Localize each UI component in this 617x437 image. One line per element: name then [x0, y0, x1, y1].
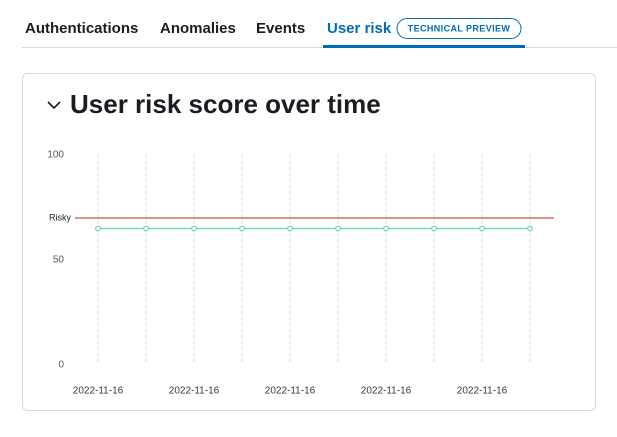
- point: [335, 225, 341, 232]
- x-tick-label: 2022-11-16: [169, 386, 220, 397]
- x-tick-label: 2022-11-16: [73, 386, 124, 397]
- threshold-label: Risky: [49, 212, 71, 222]
- point: [95, 225, 101, 232]
- point: [143, 225, 149, 232]
- point: [239, 225, 245, 232]
- tab-underline: [323, 45, 525, 48]
- point: [431, 225, 437, 232]
- point: [479, 225, 485, 232]
- tab-active[interactable]: User risk: [327, 20, 392, 37]
- point: [287, 225, 293, 232]
- point: [527, 225, 533, 232]
- y-tick-label: 0: [58, 360, 64, 371]
- collapse-toggle[interactable]: [47, 101, 61, 110]
- x-tick-label: 2022-11-16: [265, 386, 316, 397]
- badge-frame: [396, 18, 522, 39]
- x-tick-label: 2022-11-16: [457, 386, 508, 397]
- chart: 0 50 100 2022-11-16 2022-11-16 2022-11-16 2022…: [47, 150, 554, 397]
- point: [383, 225, 389, 232]
- tab[interactable]: Authentications: [25, 20, 138, 37]
- y-tick-label: 100: [47, 150, 64, 161]
- point: [191, 225, 197, 232]
- panel-title: User risk score over time: [70, 89, 381, 119]
- badge: TECHNICAL PREVIEW: [408, 23, 511, 33]
- tab[interactable]: Events: [256, 20, 305, 37]
- tab[interactable]: Anomalies: [160, 20, 236, 37]
- x-tick-label: 2022-11-16: [361, 386, 412, 397]
- y-tick-label: 50: [53, 255, 65, 266]
- panel: [22, 73, 596, 411]
